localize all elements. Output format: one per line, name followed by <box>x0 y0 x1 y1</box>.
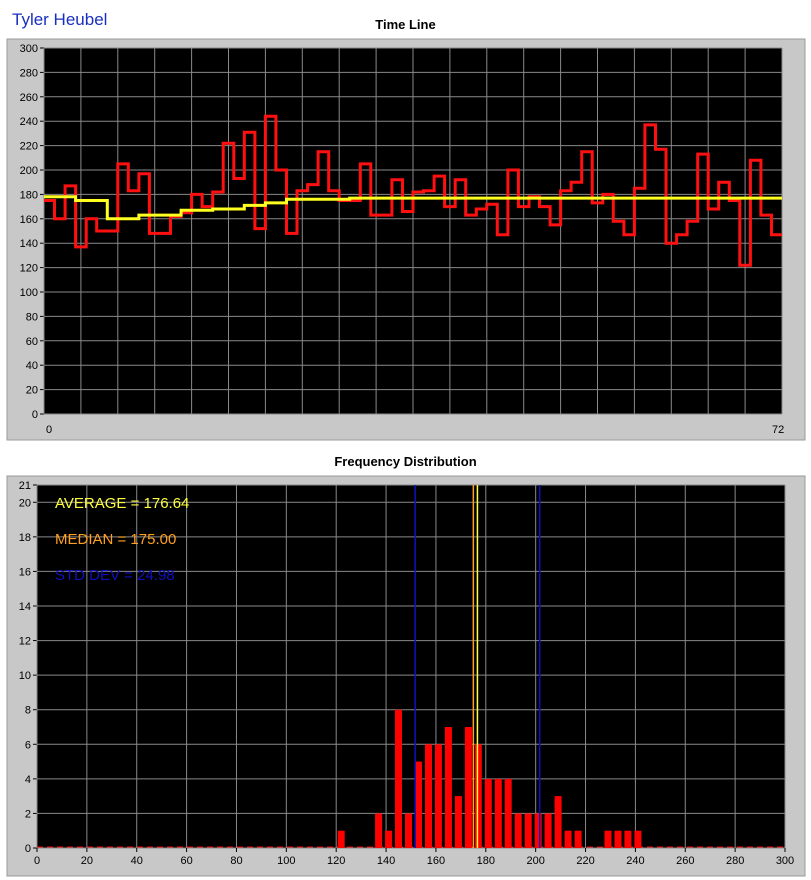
timeline-y-tick-label: 220 <box>20 141 38 153</box>
frequency-x-tick-label: 200 <box>526 855 544 867</box>
timeline-y-tick-label: 160 <box>20 214 38 226</box>
frequency-x-tick-label: 120 <box>327 855 345 867</box>
frequency-title: Frequency Distribution <box>334 454 477 469</box>
frequency-bar <box>624 830 632 848</box>
frequency-bar <box>464 727 472 848</box>
frequency-bar <box>337 830 345 848</box>
frequency-x-tick-label: 300 <box>776 855 794 867</box>
frequency-y-tick-label: 16 <box>19 566 31 578</box>
median-label: MEDIAN = 175.00 <box>55 531 176 548</box>
timeline-y-tick-label: 260 <box>20 92 38 104</box>
frequency-plot-area <box>37 485 785 848</box>
timeline-y-tick-label: 40 <box>26 360 38 372</box>
frequency-bar <box>564 830 572 848</box>
frequency-bar <box>554 796 562 848</box>
timeline-title: Time Line <box>375 17 436 32</box>
frequency-y-tick-label: 18 <box>19 532 31 544</box>
frequency-y-tick-label: 12 <box>19 636 31 648</box>
frequency-y-tick-label: 4 <box>25 774 31 786</box>
frequency-x-tick-label: 160 <box>427 855 445 867</box>
frequency-x-tick-label: 0 <box>34 855 40 867</box>
frequency-y-tick-label: 6 <box>25 739 31 751</box>
frequency-y-tick-label: 10 <box>19 670 31 682</box>
frequency-bar <box>415 761 422 848</box>
frequency-bar <box>634 830 642 848</box>
frequency-bar <box>494 778 502 848</box>
std-dev-label: STD DEV = 24.98 <box>55 567 175 584</box>
frequency-x-tick-label: 280 <box>726 855 744 867</box>
frequency-y-tick-label: 2 <box>25 808 31 820</box>
frequency-x-tick-label: 220 <box>576 855 594 867</box>
frequency-y-tick-label: 20 <box>19 497 31 509</box>
timeline-y-tick-label: 240 <box>20 116 38 128</box>
frequency-bar <box>434 744 442 848</box>
frequency-x-tick-label: 180 <box>477 855 495 867</box>
frequency-bar <box>454 796 462 848</box>
timeline-y-tick-label: 100 <box>20 287 38 299</box>
timeline-y-tick-label: 200 <box>20 165 38 177</box>
frequency-bar <box>405 813 412 848</box>
user-name: Tyler Heubel <box>12 10 108 29</box>
frequency-bar <box>614 830 622 848</box>
frequency-y-tick-label: 0 <box>25 843 31 855</box>
timeline-y-tick-label: 120 <box>20 263 38 275</box>
frequency-bar <box>504 778 512 848</box>
timeline-y-tick-label: 60 <box>26 336 38 348</box>
timeline-y-tick-label: 180 <box>20 189 38 201</box>
timeline-x-tick-label: 72 <box>772 424 784 436</box>
frequency-bar <box>534 813 542 848</box>
frequency-bar <box>444 727 452 848</box>
frequency-bar <box>514 813 522 848</box>
frequency-bar <box>574 830 582 848</box>
running-average-line <box>44 195 782 221</box>
timeline-y-tick-label: 20 <box>26 385 38 397</box>
timeline-y-tick-label: 280 <box>20 67 38 79</box>
frequency-bar <box>484 778 492 848</box>
frequency-bar <box>544 813 552 848</box>
timeline-y-tick-label: 140 <box>20 238 38 250</box>
frequency-chart: 0 2 4 6 8 10 12 14 16 18 20 21 0 20 40 60 80 100 120 140 160… <box>6 475 806 877</box>
frequency-bar <box>395 709 402 848</box>
timeline-y-tick-label: 0 <box>32 409 38 421</box>
frequency-x-tick-label: 240 <box>626 855 644 867</box>
timeline-y-tick-label: 300 <box>20 43 38 55</box>
timeline-chart: 0 20 40 60 80 100 120 140 160 180 200 220 240 260 280 3… <box>6 38 806 441</box>
frequency-bar <box>385 830 393 848</box>
frequency-bar <box>474 744 482 848</box>
frequency-x-tick-label: 80 <box>230 855 242 867</box>
frequency-y-tick-label: 8 <box>25 705 31 717</box>
frequency-bar <box>425 744 432 848</box>
frequency-x-tick-label: 60 <box>180 855 192 867</box>
frequency-x-tick-label: 40 <box>131 855 143 867</box>
frequency-x-tick-label: 260 <box>676 855 694 867</box>
frequency-x-tick-label: 100 <box>277 855 295 867</box>
frequency-y-tick-label: 14 <box>19 601 31 613</box>
timeline-y-tick-label: 80 <box>26 311 38 323</box>
frequency-bar <box>524 813 532 848</box>
frequency-y-tick-label: 21 <box>19 480 31 492</box>
timeline-x-tick-label: 0 <box>46 424 52 436</box>
frequency-bar <box>375 813 383 848</box>
average-label: AVERAGE = 176.64 <box>55 495 189 512</box>
frequency-x-tick-label: 140 <box>377 855 395 867</box>
frequency-x-tick-label: 20 <box>81 855 93 867</box>
frequency-bar <box>604 830 612 848</box>
